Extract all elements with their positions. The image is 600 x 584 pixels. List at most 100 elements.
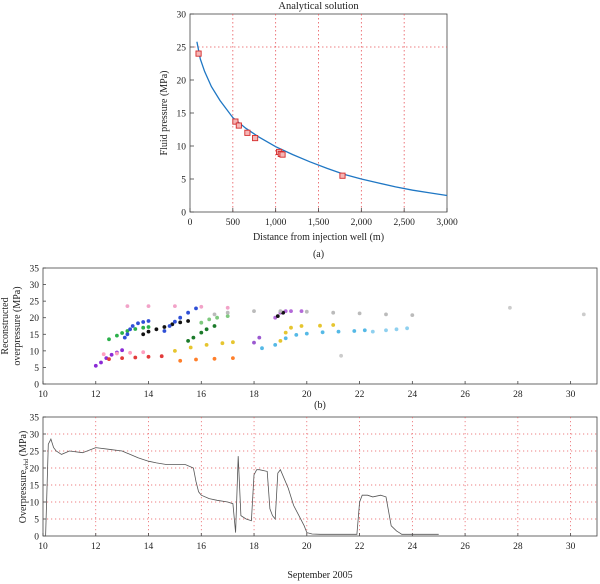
scatter-point	[212, 324, 217, 328]
y-tick-label: 10	[30, 499, 40, 509]
data-marker	[339, 172, 346, 179]
x-tick-label: 14	[144, 390, 154, 400]
scatter-point	[125, 329, 130, 333]
y-axis-label-unit: (MPa)	[18, 431, 29, 459]
scatter-point	[384, 328, 388, 333]
scatter-point	[252, 340, 256, 345]
y-tick-label: 30	[30, 431, 40, 441]
scatter-point	[289, 309, 293, 313]
y-tick-label: 0	[34, 381, 39, 391]
scatter-point	[278, 309, 283, 313]
scatter-point	[299, 309, 304, 313]
scatter-point	[331, 310, 336, 315]
scatter-point	[194, 306, 198, 311]
x-tick-label: 2,500	[393, 218, 415, 228]
scatter-point	[170, 322, 175, 327]
scatter-point	[581, 312, 586, 317]
scatter-point	[120, 348, 124, 353]
x-tick-label: 24	[408, 542, 418, 552]
scatter-point	[191, 335, 196, 340]
scatter-point	[304, 331, 309, 336]
x-tick-label: 1,000	[265, 218, 287, 228]
scatter-point	[225, 305, 230, 310]
scatter-point	[159, 354, 164, 359]
scatter-point	[173, 349, 177, 353]
scatter-point	[384, 312, 388, 317]
scatter-point	[215, 315, 220, 320]
scatter-point	[173, 319, 177, 324]
scatter-point	[141, 332, 146, 337]
scatter-point	[289, 325, 293, 330]
scatter-point	[339, 353, 343, 358]
scatter-point	[109, 352, 114, 357]
scatter-point	[146, 319, 151, 323]
scatter-point	[133, 355, 138, 360]
scatter-point	[133, 327, 138, 331]
scatter-point	[275, 314, 280, 318]
y-axis-label: Fluid pressure (MPa)	[159, 71, 170, 156]
scatter-point	[204, 327, 209, 332]
x-ticks-a: 0 500 1,000 1,500 2,000 2,500 3,000	[188, 208, 458, 228]
y-tick-label: 30	[177, 11, 187, 21]
scatter-point	[186, 319, 191, 323]
scatter-point	[318, 323, 322, 328]
scatter-point	[107, 337, 111, 342]
data-marker	[252, 135, 259, 142]
scatter-point	[299, 324, 304, 328]
scatter-point	[99, 360, 103, 365]
scatter-point	[101, 352, 106, 357]
x-tick-label: 14	[144, 542, 154, 552]
scatter-point	[128, 350, 133, 355]
x-axis-label: Distance from injection well (m)	[253, 232, 384, 243]
y-axis-label-line2: overpressure (MPa)	[12, 286, 23, 365]
y-tick-label: 25	[177, 44, 187, 54]
scatter-point	[125, 332, 130, 337]
x-ticks-b: 10 12 14 16 18 20 22 24 26 28 30	[38, 381, 576, 400]
x-tick-label: 20	[302, 542, 312, 552]
overpressure-trace	[43, 438, 439, 537]
x-tick-label: 10	[38, 542, 48, 552]
x-tick-label: 500	[226, 218, 241, 228]
y-tick-label: 35	[30, 265, 40, 275]
y-tick-label: 30	[30, 281, 40, 291]
scatter-point	[320, 330, 325, 335]
scatter-points	[93, 304, 586, 368]
scatter-point	[128, 327, 133, 332]
scatter-point	[194, 357, 198, 362]
scatter-point	[173, 304, 177, 308]
y-tick-label: 20	[30, 465, 40, 475]
scatter-point	[186, 310, 191, 315]
y-tick-label: 5	[181, 176, 186, 186]
scatter-point	[283, 330, 288, 335]
scatter-point	[331, 323, 336, 327]
scatter-point	[207, 317, 212, 322]
x-tick-label: 12	[91, 542, 101, 552]
y-axis-label-main: Overpressure	[18, 469, 29, 523]
scatter-point	[231, 340, 235, 345]
scatter-point	[186, 339, 191, 343]
scatter-point	[362, 328, 367, 333]
scatter-point	[122, 335, 127, 340]
scatter-point	[410, 313, 415, 317]
scatter-point	[225, 314, 230, 318]
scatter-point	[357, 311, 362, 316]
chart-title: Analytical solution	[278, 1, 359, 12]
scatter-point	[167, 324, 172, 328]
panel-label-b: (b)	[314, 400, 326, 411]
x-tick-label: 3,000	[436, 218, 458, 228]
scatter-point	[225, 310, 230, 315]
scatter-point	[136, 321, 140, 326]
y-tick-label: 0	[34, 533, 39, 543]
x-tick-label: 20	[302, 390, 312, 400]
y-tick-label: 5	[34, 516, 39, 526]
scatter-point	[130, 324, 135, 328]
scatter-point	[283, 336, 288, 341]
scatter-point	[146, 304, 151, 308]
scatter-point	[141, 325, 146, 330]
x-tick-label: 24	[408, 390, 418, 400]
y-tick-label: 10	[177, 143, 187, 153]
x-tick-label: 26	[460, 390, 470, 400]
x-tick-label: 28	[513, 542, 523, 552]
scatter-point	[178, 320, 183, 325]
